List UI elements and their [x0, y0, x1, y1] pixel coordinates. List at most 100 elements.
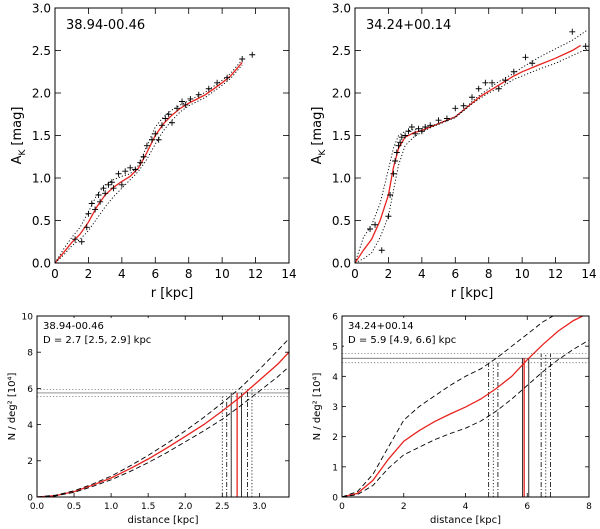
- y-axis-label-main: A: [10, 155, 25, 164]
- data-point: [85, 210, 92, 217]
- x-axis-label: r [kpc]: [151, 286, 194, 301]
- plot-area: [37, 338, 289, 497]
- x-tick-label: 2: [85, 267, 93, 281]
- series-line-lower: [37, 366, 289, 497]
- y-tick-label: 2.5: [32, 44, 51, 58]
- data-point: [97, 198, 104, 205]
- x-tick-label: 6: [451, 267, 459, 281]
- data-point: [214, 79, 221, 86]
- series-line-model: [37, 351, 289, 497]
- data-point: [502, 77, 509, 84]
- data-point: [482, 79, 489, 86]
- plot-frame: [341, 315, 590, 498]
- x-axis-label: r [kpc]: [451, 286, 494, 301]
- data-point: [102, 190, 109, 197]
- x-tick-label: 2: [401, 502, 407, 512]
- y-tick-label: 0.0: [32, 257, 51, 271]
- x-tick-label: 1.0: [104, 502, 119, 512]
- y-tick-label: 0: [27, 493, 33, 503]
- y-axis-label: N / deg² [10⁴]: [7, 373, 18, 441]
- series-line-lower: [355, 48, 588, 263]
- y-tick-label: 4: [332, 373, 338, 383]
- y-axis-label: AK [mag]: [310, 107, 328, 165]
- distance-label: D = 5.9 [4.9, 6.6] kpc: [348, 335, 456, 346]
- data-point: [452, 105, 459, 112]
- series-line-upper: [342, 316, 554, 497]
- x-tick-label: 0.5: [67, 502, 81, 512]
- x-tick-label: 4: [118, 267, 126, 281]
- x-tick-label: 6: [524, 502, 530, 512]
- data-point: [110, 185, 117, 192]
- distance-label: D = 2.7 [2.5, 2.9] kpc: [43, 335, 151, 346]
- series-line-upper: [55, 59, 243, 263]
- data-point: [443, 115, 450, 122]
- y-tick-label: 2.5: [332, 44, 351, 58]
- data-point: [239, 56, 246, 62]
- data-point: [140, 153, 147, 160]
- data-point: [378, 247, 385, 254]
- y-tick-label: 3.0: [332, 2, 351, 16]
- y-tick-label: 4: [27, 421, 33, 431]
- x-tick-label: 4: [463, 502, 469, 512]
- data-point: [582, 43, 589, 50]
- data-point: [372, 221, 379, 228]
- x-axis-label: distance [kpc]: [128, 515, 199, 526]
- x-tick-label: 12: [248, 267, 263, 281]
- data-point: [390, 170, 397, 177]
- series-line-model: [342, 316, 585, 497]
- y-axis-label-main: A: [310, 155, 325, 164]
- chart-panel-1: 0 2 4 6 8 10 12 14 0.0 0.5 1.0 1.5 2.0 2.5 3.0 38.94-00…: [10, 2, 297, 301]
- data-point: [224, 74, 231, 81]
- y-axis-label: AK [mag]: [10, 107, 28, 165]
- x-tick-label: 4: [418, 267, 426, 281]
- chart-panel-3: 0.0 0.5 1.0 1.5 2.0 2.5 3.0 0 2 4 6 8 10 38.94-00.46 D…: [7, 312, 290, 526]
- series-line-fit: [355, 44, 581, 263]
- y-axis-label: N / deg² [10⁴]: [312, 373, 323, 441]
- plot-area: [55, 51, 256, 263]
- y-tick-label: 1.5: [332, 129, 351, 143]
- series-line-lower: [55, 64, 243, 263]
- data-point: [132, 166, 139, 173]
- data-point: [385, 213, 392, 220]
- x-tick-label: 2.5: [215, 502, 229, 512]
- data-point: [137, 159, 144, 166]
- y-tick-label: 2.0: [32, 87, 51, 101]
- x-tick-label: 2: [385, 267, 393, 281]
- x-tick-label: 14: [581, 267, 596, 281]
- plot-frame: [36, 315, 290, 498]
- y-tick-label: 6: [332, 312, 338, 322]
- y-tick-label: 5: [332, 343, 338, 353]
- data-point: [122, 168, 129, 175]
- chart-panel-4: 0 2 4 6 8 0 1 2 3 4 5 6 34.24+00.14 D = 5.9 [4.9, 6.6…: [312, 312, 592, 526]
- data-point: [405, 128, 412, 135]
- data-point: [398, 134, 405, 141]
- x-tick-label: 0: [51, 267, 59, 281]
- data-point: [95, 192, 102, 198]
- data-point: [569, 28, 576, 35]
- data-point: [427, 122, 434, 129]
- y-tick-label: 1.0: [32, 172, 51, 186]
- y-tick-label: 1.0: [332, 172, 351, 186]
- label-background: [39, 318, 157, 348]
- data-point: [469, 94, 475, 101]
- y-axis-label-sub: K: [318, 149, 328, 156]
- y-tick-label: 2: [332, 433, 338, 443]
- data-point: [108, 179, 115, 186]
- x-tick-label: 10: [515, 267, 530, 281]
- data-point: [100, 185, 107, 192]
- data-point: [162, 115, 169, 122]
- y-tick-label: 3.0: [32, 2, 51, 16]
- x-tick-label: 0: [339, 502, 345, 512]
- data-point: [412, 130, 419, 137]
- data-point: [249, 51, 256, 58]
- data-point: [169, 119, 175, 126]
- x-tick-label: 8: [586, 502, 592, 512]
- data-point: [152, 130, 159, 137]
- x-tick-label: 10: [215, 267, 230, 281]
- plot-frame: [354, 7, 590, 264]
- y-tick-label: 2.0: [332, 87, 351, 101]
- data-point: [182, 101, 189, 108]
- x-tick-label: 12: [548, 267, 563, 281]
- x-tick-label: 8: [185, 267, 193, 281]
